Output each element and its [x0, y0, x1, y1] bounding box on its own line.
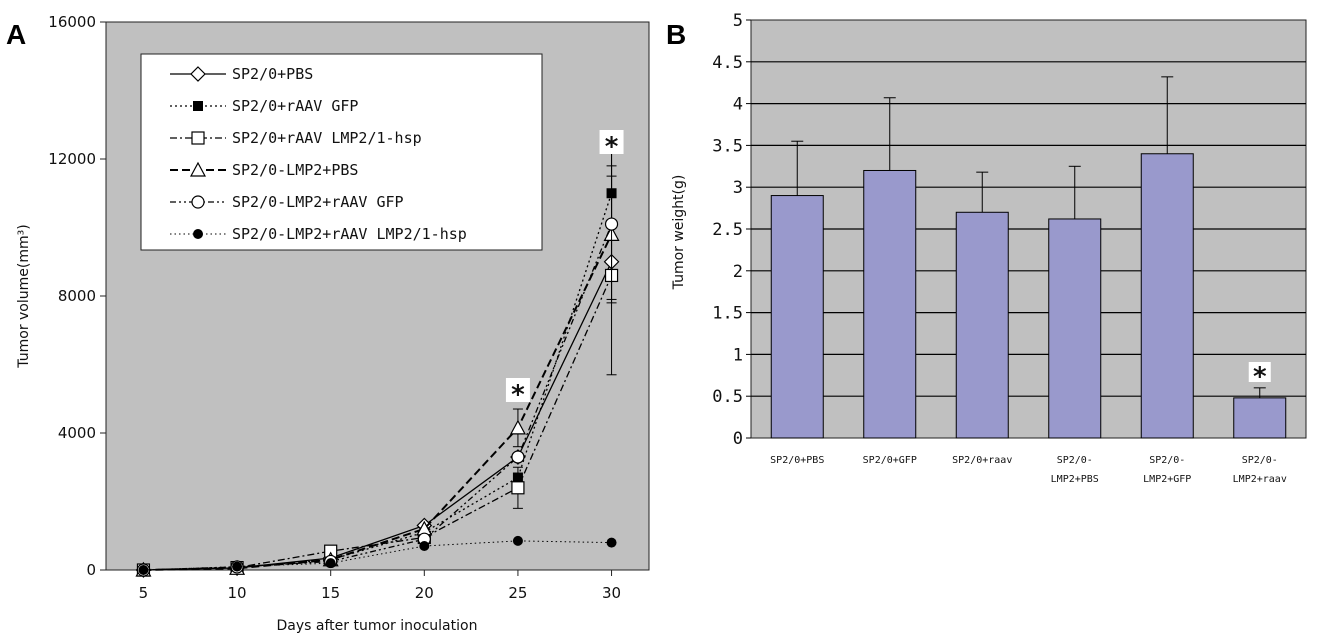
- y-tick-label: 0: [86, 561, 96, 579]
- x-tick-label: 25: [508, 584, 527, 602]
- x-axis-title-a: Days after tumor inoculation: [277, 618, 478, 634]
- y-tick-label: 16000: [48, 13, 96, 31]
- legend-marker: [189, 161, 207, 177]
- category-label: SP2/0+PBS: [770, 455, 824, 466]
- data-point: [511, 481, 525, 495]
- bar: [1140, 153, 1194, 439]
- y-tick-label: 3.5: [712, 136, 743, 156]
- y-tick-label: 1.5: [712, 304, 743, 324]
- legend-marker: [191, 131, 205, 145]
- significance-star: *: [1253, 362, 1267, 392]
- x-tick-label: 20: [415, 584, 434, 602]
- legend-marker: [193, 101, 203, 111]
- category-label: LMP2+GFP: [1143, 474, 1191, 485]
- y-tick-label: 3: [733, 178, 743, 198]
- x-tick-label: 15: [321, 584, 340, 602]
- legend-entry: SP2/0-LMP2+rAAV LMP2/1-hsp: [232, 225, 467, 243]
- data-point: [606, 537, 617, 548]
- legend-entry: SP2/0-LMP2+PBS: [232, 161, 358, 179]
- panel-b-letter: B: [666, 19, 686, 50]
- y-tick-label: 2.5: [712, 220, 743, 240]
- x-tick-label: 5: [139, 584, 149, 602]
- y-tick-label: 0: [733, 429, 743, 449]
- significance-box: [505, 378, 530, 402]
- x-tick-label: 30: [602, 584, 621, 602]
- tumor-volume-line-chart: 0 4000 8000 12000 16000 5 10 15 20 25 30 SP2/0+PBS…: [16, 13, 650, 634]
- category-label: SP2/0-: [1149, 455, 1185, 466]
- bar: [955, 211, 1009, 439]
- x-tick-label: 10: [228, 584, 247, 602]
- y-tick-label: 0.5: [712, 387, 743, 407]
- legend-marker: [191, 195, 205, 209]
- y-tick-label: 4: [733, 95, 743, 115]
- category-label: SP2/0+GFP: [863, 455, 917, 466]
- significance-box: [1248, 362, 1271, 382]
- significance-star: *: [605, 132, 619, 162]
- series-line: [143, 233, 613, 571]
- panel-a-letter: A: [6, 19, 26, 50]
- category-label: LMP2+raav: [1233, 474, 1287, 485]
- legend-entry: SP2/0+PBS: [232, 65, 313, 83]
- category-label: SP2/0+raav: [952, 455, 1012, 466]
- y-tick-label: 1: [733, 345, 743, 365]
- category-label: LMP2+PBS: [1051, 474, 1099, 485]
- data-point: [604, 217, 619, 231]
- series-5: [138, 535, 617, 575]
- series-line: [143, 193, 613, 571]
- significance-star: *: [511, 380, 525, 410]
- bar: [863, 169, 917, 439]
- legend-marker: [193, 229, 203, 239]
- bar: [770, 195, 824, 439]
- category-label: SP2/0-: [1242, 455, 1278, 466]
- y-tick-label: 5: [733, 11, 743, 31]
- y-tick-label: 2: [733, 262, 743, 282]
- data-point: [511, 450, 525, 464]
- data-point: [509, 419, 526, 435]
- data-point: [512, 535, 523, 546]
- bar: [1233, 397, 1287, 439]
- legend-entry: SP2/0-LMP2+rAAV GFP: [232, 193, 404, 211]
- legend-marker: [190, 66, 206, 82]
- legend-entry: SP2/0+rAAV LMP2/1-hsp: [232, 129, 422, 147]
- y-tick-label: 12000: [48, 150, 96, 168]
- y-tick-label: 4000: [58, 424, 96, 442]
- legend-box: [140, 53, 543, 251]
- significance-box: [599, 130, 624, 154]
- category-label: SP2/0-: [1057, 455, 1093, 466]
- y-tick-label: 4.5: [712, 53, 743, 73]
- data-point: [232, 561, 243, 572]
- tumor-weight-bar-chart: 0 0.5 1 1.5 2 2.5 3 3.5 4 4.5 5 SP2/0+PBS SP2/0+GFP…: [671, 11, 1307, 485]
- y-axis-title-a: Tumor volume(mm³): [16, 224, 32, 368]
- y-axis-title-b: Tumor weight(g): [671, 175, 687, 291]
- bar: [1048, 218, 1102, 439]
- legend-entry: SP2/0+rAAV GFP: [232, 97, 358, 115]
- y-tick-label: 8000: [58, 287, 96, 305]
- legend-a: SP2/0+PBS SP2/0+rAAV GFP SP2/0+rAAV LMP2/1…: [140, 53, 543, 251]
- series-line: [143, 223, 613, 571]
- data-point: [419, 541, 430, 552]
- series-line: [143, 540, 612, 571]
- data-point: [138, 565, 149, 575]
- data-point: [325, 558, 336, 569]
